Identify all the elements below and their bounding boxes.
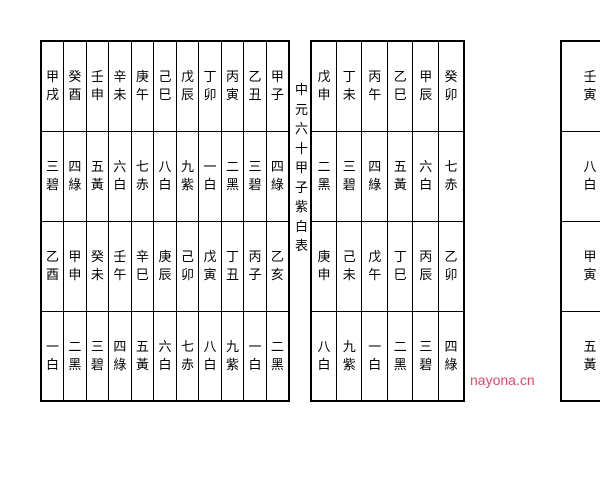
cell: 五黃 [387, 131, 412, 221]
cell: 乙酉 [41, 221, 64, 311]
cell: 六白 [154, 311, 177, 401]
cell: 丁未 [337, 41, 362, 131]
cell: 甲子 [266, 41, 289, 131]
cell: 二黑 [221, 131, 244, 221]
cell: 己卯 [176, 221, 199, 311]
cell: 四綠 [109, 311, 132, 401]
cell: 八白 [199, 311, 222, 401]
cell: 丁卯 [199, 41, 222, 131]
cell: 二黑 [266, 311, 289, 401]
cell: 辛未 [109, 41, 132, 131]
cell: 乙卯 [438, 221, 464, 311]
cell: 甲辰 [413, 41, 438, 131]
right-table-container: 壬寅 八白 甲寅 五黃 [560, 40, 600, 402]
cell: 三碧 [86, 311, 109, 401]
cell: 五黃 [86, 131, 109, 221]
cell: 二黑 [64, 311, 87, 401]
cell: 己巳 [154, 41, 177, 131]
table-title: 中元六十甲子紫白表 [295, 80, 309, 256]
cell: 五黃 [561, 311, 600, 401]
cell: 二黑 [311, 131, 337, 221]
cell: 丙寅 [221, 41, 244, 131]
cell: 壬寅 [561, 41, 600, 131]
cell: 庚申 [311, 221, 337, 311]
cell: 戊寅 [199, 221, 222, 311]
cell: 六白 [413, 131, 438, 221]
cell: 九紫 [221, 311, 244, 401]
right-table: 壬寅 八白 甲寅 五黃 [560, 40, 600, 402]
cell: 一白 [244, 311, 267, 401]
cell: 丙辰 [413, 221, 438, 311]
cell: 一白 [41, 311, 64, 401]
cell: 辛巳 [131, 221, 154, 311]
cell: 癸酉 [64, 41, 87, 131]
cell: 七赤 [131, 131, 154, 221]
cell: 癸未 [86, 221, 109, 311]
cell: 六白 [109, 131, 132, 221]
cell: 庚午 [131, 41, 154, 131]
cell: 壬午 [109, 221, 132, 311]
cell: 一白 [362, 311, 387, 401]
cell: 乙亥 [266, 221, 289, 311]
cell: 八白 [311, 311, 337, 401]
cell: 九紫 [176, 131, 199, 221]
cell: 甲寅 [561, 221, 600, 311]
cell: 丙午 [362, 41, 387, 131]
cell: 戊辰 [176, 41, 199, 131]
cell: 三碧 [41, 131, 64, 221]
watermark-text: nayona.cn [470, 372, 535, 388]
cell: 七赤 [438, 131, 464, 221]
cell: 三碧 [244, 131, 267, 221]
cell: 乙丑 [244, 41, 267, 131]
cell: 丙子 [244, 221, 267, 311]
middle-table-container: 戊申 丁未 丙午 乙巳 甲辰 癸卯 二黑 三碧 四綠 五黃 六白 七赤 庚申 己… [310, 40, 465, 402]
cell: 四綠 [438, 311, 464, 401]
cell: 五黃 [131, 311, 154, 401]
cell: 四綠 [266, 131, 289, 221]
cell: 七赤 [176, 311, 199, 401]
cell: 己未 [337, 221, 362, 311]
cell: 戊申 [311, 41, 337, 131]
cell: 戊午 [362, 221, 387, 311]
cell: 甲戌 [41, 41, 64, 131]
cell: 八白 [154, 131, 177, 221]
left-table-container: 甲戌 癸酉 壬申 辛未 庚午 己巳 戊辰 丁卯 丙寅 乙丑 甲子 三碧 四綠 五… [40, 40, 290, 402]
cell: 壬申 [86, 41, 109, 131]
cell: 庚辰 [154, 221, 177, 311]
left-table: 甲戌 癸酉 壬申 辛未 庚午 己巳 戊辰 丁卯 丙寅 乙丑 甲子 三碧 四綠 五… [40, 40, 290, 402]
cell: 九紫 [337, 311, 362, 401]
cell: 一白 [199, 131, 222, 221]
cell: 四綠 [64, 131, 87, 221]
cell: 八白 [561, 131, 600, 221]
cell: 三碧 [413, 311, 438, 401]
cell: 乙巳 [387, 41, 412, 131]
middle-table: 戊申 丁未 丙午 乙巳 甲辰 癸卯 二黑 三碧 四綠 五黃 六白 七赤 庚申 己… [310, 40, 465, 402]
cell: 丁丑 [221, 221, 244, 311]
cell: 三碧 [337, 131, 362, 221]
cell: 丁巳 [387, 221, 412, 311]
cell: 甲申 [64, 221, 87, 311]
cell: 癸卯 [438, 41, 464, 131]
cell: 二黑 [387, 311, 412, 401]
cell: 四綠 [362, 131, 387, 221]
